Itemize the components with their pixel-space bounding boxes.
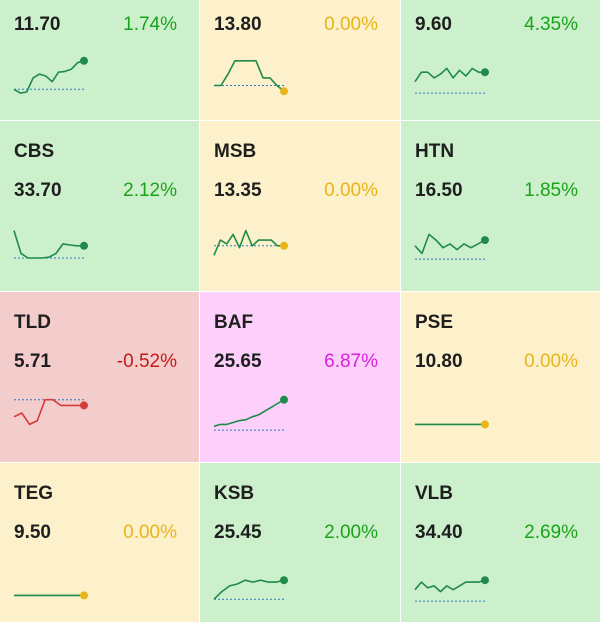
sparkline-chart — [13, 56, 88, 94]
last-price-dot — [280, 87, 288, 96]
stock-price: 10.80 — [415, 351, 463, 372]
stock-tile[interactable]: KSB 25.45 2.00% — [200, 463, 401, 623]
stock-price: 34.40 — [415, 522, 463, 543]
stock-symbol: VLB — [415, 483, 453, 504]
stock-price: 9.50 — [14, 522, 51, 543]
stock-symbol: KSB — [214, 483, 255, 504]
sparkline-chart — [14, 591, 88, 600]
price-line — [414, 579, 486, 593]
stock-tile[interactable]: CBS 33.70 2.12% — [0, 121, 200, 292]
price-line — [13, 398, 84, 426]
sparkline-chart — [213, 229, 288, 256]
stock-price: 33.70 — [14, 180, 62, 201]
stock-tile[interactable]: BAF 25.65 6.87% — [200, 292, 401, 463]
stock-tile[interactable]: 11.70 1.74% — [0, 0, 200, 121]
stock-price: 13.80 — [214, 14, 262, 35]
stock-price: 13.35 — [214, 180, 262, 201]
percent-change: 2.12% — [123, 180, 177, 201]
percent-change: 0.00% — [524, 351, 578, 372]
sparkline-chart — [213, 395, 288, 431]
last-price-dot — [80, 401, 88, 410]
last-price-dot — [280, 395, 288, 404]
stock-tile[interactable]: PSE 10.80 0.00% — [401, 292, 600, 463]
percent-change: -0.52% — [116, 351, 177, 372]
stock-price: 25.45 — [214, 522, 262, 543]
price-line — [213, 229, 284, 256]
stock-symbol: HTN — [415, 141, 455, 162]
last-price-dot — [280, 241, 288, 250]
percent-change: 2.00% — [324, 522, 378, 543]
stock-tile[interactable]: HTN 16.50 1.85% — [401, 121, 600, 292]
stock-price: 9.60 — [415, 14, 452, 35]
percent-change: 4.35% — [524, 14, 578, 35]
stock-tile[interactable]: 9.60 4.35% — [401, 0, 600, 121]
stock-tile[interactable]: 13.80 0.00% — [200, 0, 401, 121]
sparkline-chart — [213, 576, 288, 600]
percent-change: 1.85% — [524, 180, 578, 201]
stock-symbol: BAF — [214, 312, 254, 333]
price-line — [213, 399, 285, 428]
sparkline-chart — [13, 230, 88, 259]
stock-symbol: PSE — [415, 312, 454, 333]
stock-tile[interactable]: TLD 5.71 -0.52% — [0, 292, 200, 463]
last-price-dot — [481, 420, 489, 429]
percent-change: 0.00% — [324, 14, 378, 35]
stock-price: 5.71 — [14, 351, 51, 372]
last-price-dot — [80, 591, 88, 600]
last-price-dot — [80, 56, 88, 65]
price-line — [13, 230, 84, 259]
percent-change: 2.69% — [524, 522, 578, 543]
stock-price: 25.65 — [214, 351, 262, 372]
percent-change: 0.00% — [123, 522, 177, 543]
stock-symbol: CBS — [14, 141, 55, 162]
price-line — [13, 60, 85, 94]
last-price-dot — [481, 236, 489, 245]
last-price-dot — [481, 576, 489, 585]
last-price-dot — [80, 241, 88, 250]
price-line — [414, 233, 486, 255]
price-line — [213, 579, 285, 600]
sparkline-chart — [414, 67, 489, 94]
sparkline-chart — [415, 420, 489, 429]
stock-symbol: TLD — [14, 312, 51, 333]
last-price-dot — [280, 576, 288, 585]
sparkline-chart — [414, 233, 489, 260]
last-price-dot — [481, 68, 489, 77]
percent-change: 0.00% — [324, 180, 378, 201]
stock-symbol: TEG — [14, 483, 54, 504]
percent-change: 1.74% — [123, 14, 177, 35]
sparkline-chart — [414, 576, 489, 602]
sparkline-chart — [13, 398, 88, 426]
stock-tile[interactable]: MSB 13.35 0.00% — [200, 121, 401, 292]
sparkline-chart — [214, 60, 288, 96]
stock-symbol: MSB — [214, 141, 257, 162]
price-line — [414, 67, 485, 83]
stock-price: 16.50 — [415, 180, 463, 201]
price-line — [214, 60, 285, 92]
stock-tile[interactable]: TEG 9.50 0.00% — [0, 463, 200, 623]
stock-tile[interactable]: VLB 34.40 2.69% — [401, 463, 600, 623]
percent-change: 6.87% — [324, 351, 378, 372]
stock-price: 11.70 — [14, 14, 61, 35]
